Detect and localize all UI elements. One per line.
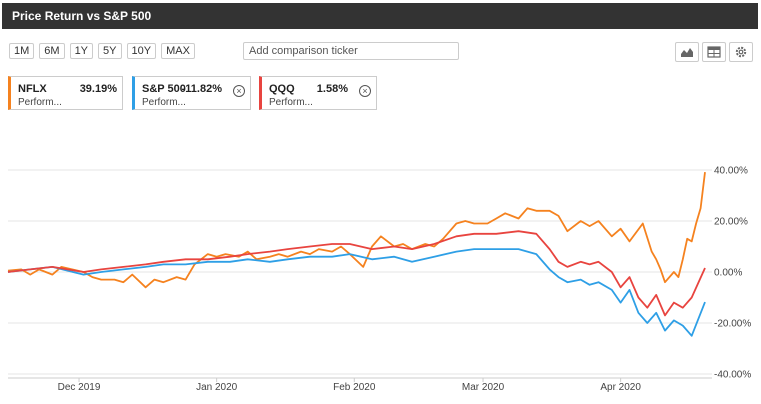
series-line-sp500 (7, 248, 706, 337)
range-selector: 1M 6M 1Y 5Y 10Y MAX (9, 43, 195, 59)
range-1m-button[interactable]: 1M (9, 43, 35, 59)
legend-card-qqq[interactable]: QQQ 1.58% Perform... × (259, 76, 377, 110)
y-tick-label: -40.00% (714, 370, 751, 381)
y-tick-label: -20.00% (714, 319, 751, 330)
comparison-ticker-input[interactable] (243, 42, 459, 60)
x-tick-label: Jan 2020 (196, 382, 238, 393)
page-title: Price Return vs S&P 500 (12, 9, 152, 23)
area-chart-icon (681, 48, 693, 57)
range-1y-button[interactable]: 1Y (69, 43, 94, 59)
area-chart-button[interactable] (675, 42, 699, 62)
x-tick-label: Feb 2020 (333, 382, 376, 393)
x-tick-label: Mar 2020 (462, 382, 505, 393)
range-10y-button[interactable]: 10Y (126, 43, 157, 59)
close-icon[interactable]: × (359, 85, 371, 97)
gear-icon (735, 46, 747, 58)
y-tick-label: 40.00% (714, 166, 748, 177)
range-6m-button[interactable]: 6M (39, 43, 65, 59)
return-value: -11.82% (181, 83, 222, 95)
close-icon[interactable]: × (233, 85, 245, 97)
x-tick-label: Dec 2019 (58, 382, 101, 393)
table-icon (707, 46, 721, 58)
ticker-label: NFLX (18, 83, 47, 95)
series-line-qqq (7, 230, 706, 317)
settings-button[interactable] (729, 42, 753, 62)
x-tick-label: Apr 2020 (600, 382, 641, 393)
return-value: 39.19% (79, 83, 117, 95)
return-value: 1.58% (316, 83, 348, 95)
range-max-button[interactable]: MAX (161, 43, 195, 59)
table-view-button[interactable] (702, 42, 726, 62)
legend-card-nflx[interactable]: NFLX 39.19% Perform... (8, 76, 123, 110)
card-subtitle: Perform... (269, 97, 313, 108)
chart-tools (675, 42, 753, 62)
ticker-label: S&P 500 (142, 83, 186, 95)
card-subtitle: Perform... (142, 97, 186, 108)
ticker-label: QQQ (269, 83, 295, 95)
range-5y-button[interactable]: 5Y (98, 43, 122, 59)
card-subtitle: Perform... (18, 97, 62, 108)
chart-header: Price Return vs S&P 500 (2, 3, 758, 29)
legend-card-sp500[interactable]: S&P 500 -11.82% Perform... × (132, 76, 251, 110)
y-tick-label: 20.00% (714, 217, 748, 228)
y-tick-label: 0.00% (714, 268, 742, 279)
